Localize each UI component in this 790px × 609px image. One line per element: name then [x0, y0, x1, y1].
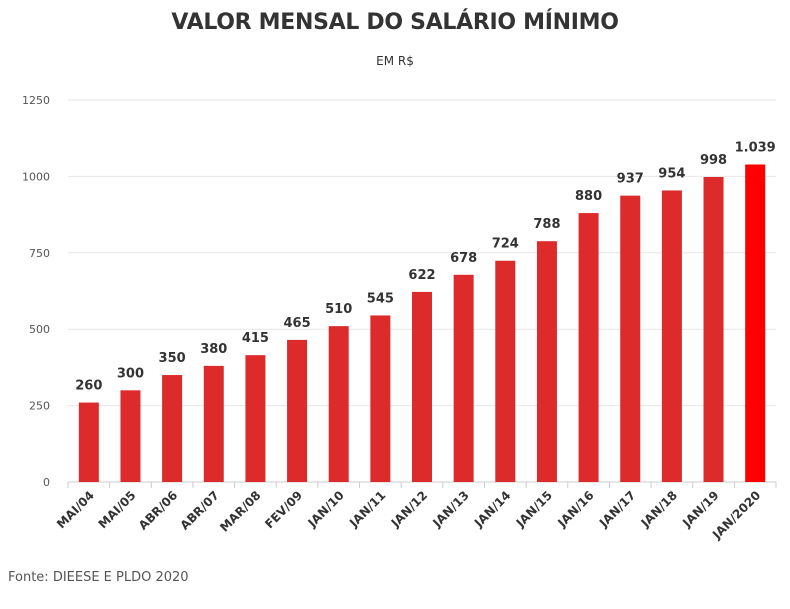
data-label: 954 [658, 166, 685, 181]
data-label: 545 [367, 291, 394, 306]
bar-chart: 0 250 500 750 1000 1250 260 MAI/04 300 MAI/05 350 A… [22, 94, 777, 542]
data-label: 678 [450, 251, 477, 266]
x-tick-label: MAI/05 [96, 488, 139, 531]
bar [162, 375, 183, 482]
x-tick-label: MAI/04 [54, 488, 97, 531]
data-label: 1.039 [735, 140, 776, 155]
data-label: 300 [117, 366, 144, 381]
chart-subtitle: EM R$ [376, 54, 414, 68]
y-tick-label: 0 [43, 476, 50, 489]
x-tick-label: JAN/16 [554, 488, 596, 530]
bar [287, 339, 308, 482]
bar [78, 402, 99, 482]
x-tick-label: JAN/11 [346, 488, 388, 530]
data-label: 465 [283, 316, 310, 331]
data-label: 788 [533, 217, 560, 232]
x-tick-label: ABR/06 [136, 488, 180, 532]
x-tick-label: JAN/19 [679, 488, 721, 530]
bar [328, 326, 349, 482]
data-label: 260 [75, 379, 102, 394]
bar [745, 164, 766, 482]
x-tick-label: JAN/14 [471, 488, 513, 530]
y-tick-label: 500 [29, 323, 50, 336]
x-tick-label: JAN/10 [304, 488, 346, 530]
x-tick-label: JAN/15 [513, 488, 555, 530]
bar [245, 355, 266, 482]
x-tick-label: JAN/12 [388, 488, 430, 530]
bar [203, 365, 224, 482]
source-note: Fonte: DIEESE E PLDO 2020 [8, 570, 189, 585]
bar [495, 260, 516, 482]
data-label: 622 [408, 268, 435, 283]
y-tick-label: 750 [29, 247, 50, 260]
chart-title: VALOR MENSAL DO SALÁRIO MÍNIMO [171, 10, 619, 35]
bar [620, 195, 641, 482]
bar [412, 291, 432, 482]
x-tick-label: ABR/07 [178, 488, 222, 532]
bar [661, 190, 682, 483]
x-tick-label: FEV/09 [262, 488, 305, 531]
x-tick-label: MAR/08 [217, 488, 263, 534]
data-label: 880 [575, 189, 602, 204]
y-tick-label: 1250 [22, 94, 50, 107]
data-label: 415 [242, 331, 269, 346]
x-tick-label: JAN/13 [429, 488, 471, 530]
y-tick-label: 1000 [22, 170, 50, 183]
bar [370, 315, 391, 482]
data-label: 937 [617, 172, 644, 187]
data-label: 350 [159, 351, 186, 366]
data-label: 724 [492, 237, 519, 252]
y-tick-label: 250 [29, 400, 50, 413]
data-label: 998 [700, 153, 727, 168]
bar [536, 241, 557, 482]
x-tick-label: JAN/17 [596, 488, 638, 530]
x-tick-label: JAN/18 [638, 488, 680, 530]
data-label: 510 [325, 302, 352, 317]
data-label: 380 [200, 342, 227, 357]
bar [453, 274, 474, 482]
bar [703, 177, 724, 482]
bar [120, 390, 141, 482]
bar [578, 213, 599, 482]
